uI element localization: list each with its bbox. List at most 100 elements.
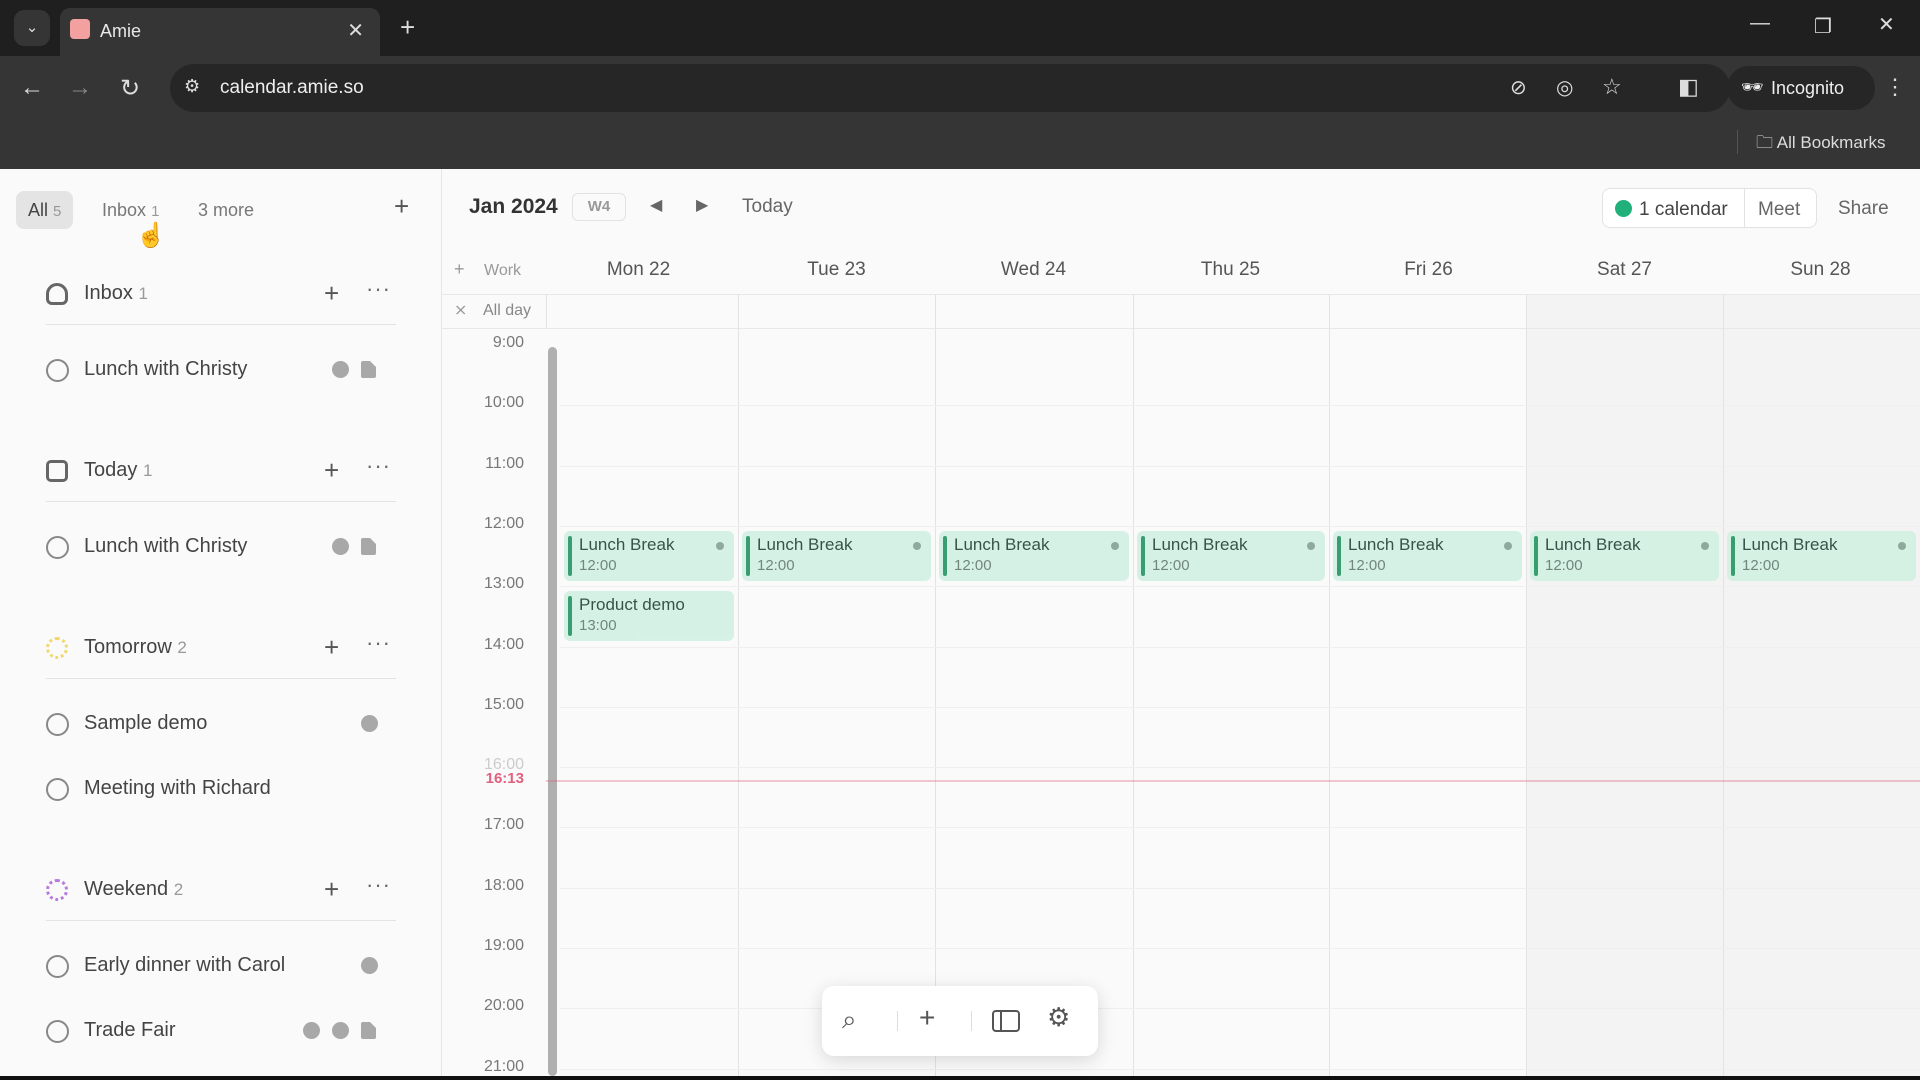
day-header[interactable]: Tue 23 <box>807 259 866 280</box>
filter-tab-inbox[interactable]: Inbox 1 <box>90 191 171 229</box>
section-count: 2 <box>177 638 187 657</box>
hour-line <box>560 948 1920 949</box>
all-bookmarks-button[interactable]: 🗀 All Bookmarks <box>1756 130 1885 159</box>
day-header[interactable]: Wed 24 <box>1000 259 1067 280</box>
more-options-icon[interactable]: ··· <box>366 276 391 301</box>
task-checkbox[interactable] <box>46 359 69 382</box>
calendar-event[interactable]: Lunch Break 12:00 <box>1137 531 1325 581</box>
task-item[interactable]: Trade Fair <box>46 1013 396 1049</box>
timeline-scrollbar[interactable] <box>548 347 557 1076</box>
section-title[interactable]: Inbox 1 <box>84 282 148 305</box>
task-checkbox[interactable] <box>46 713 69 736</box>
hour-label: 11:00 <box>485 455 524 472</box>
section-count: 2 <box>173 880 184 899</box>
task-item[interactable]: Early dinner with Carol <box>46 948 396 984</box>
hour-line <box>560 707 1920 708</box>
more-options-icon[interactable]: ··· <box>366 630 391 655</box>
more-options-icon[interactable]: ··· <box>366 453 391 478</box>
address-bar[interactable]: ⚙ calendar.amie.so ⊘ ◎ ☆ <box>170 64 1730 112</box>
side-panel-icon[interactable]: ◧ <box>1678 74 1699 99</box>
month-title: Jan 2024 <box>469 195 558 218</box>
calendar-event[interactable]: Lunch Break 12:00 <box>742 531 931 581</box>
add-task-icon[interactable]: + <box>324 632 340 662</box>
section-title[interactable]: Tomorrow 2 <box>84 636 187 659</box>
work-calendar-label[interactable]: Work <box>484 262 522 279</box>
toggle-sidebar-icon[interactable] <box>992 1010 1020 1032</box>
eye-off-icon[interactable]: ◎ <box>1556 77 1574 99</box>
more-options-icon[interactable]: ··· <box>366 872 391 897</box>
add-list-icon[interactable]: + <box>394 191 410 221</box>
event-time: 12:00 <box>1545 557 1583 574</box>
close-window-icon[interactable]: ✕ <box>1878 14 1895 36</box>
tab-title: Amie <box>100 21 142 41</box>
browser-menu-icon[interactable]: ⋮ <box>1884 74 1906 99</box>
hour-line <box>560 526 1920 527</box>
back-icon[interactable]: ← <box>20 74 44 101</box>
task-checkbox[interactable] <box>46 1020 69 1043</box>
hour-label: 21:00 <box>483 1058 524 1075</box>
calendar-event[interactable]: Product demo 13:00 <box>564 591 734 641</box>
day-header[interactable]: Sun 28 <box>1790 259 1851 280</box>
collapse-allday-icon[interactable]: ⨯ <box>454 302 468 319</box>
search-icon[interactable]: ⌕ <box>842 1004 857 1034</box>
clock-icon <box>332 538 349 555</box>
now-time-label: 16:13 <box>485 770 524 787</box>
today-button[interactable]: Today <box>742 196 793 217</box>
hour-label: 14:00 <box>483 636 524 653</box>
restore-icon[interactable]: ❐ <box>1814 16 1832 38</box>
task-item[interactable]: Lunch with Christy <box>46 352 396 388</box>
filter-count: 5 <box>53 203 62 220</box>
event-status-dot-icon <box>1504 542 1512 550</box>
bookmarks-divider <box>1737 130 1738 154</box>
share-button[interactable]: Share <box>1838 198 1889 219</box>
hour-line <box>560 586 1920 587</box>
meet-button[interactable]: Meet <box>1758 199 1801 220</box>
amie-favicon-icon <box>70 19 90 39</box>
task-item[interactable]: Lunch with Christy <box>46 529 396 565</box>
event-color-bar <box>1141 536 1145 576</box>
forward-icon[interactable]: → <box>68 74 92 101</box>
calendars-button[interactable]: 1 calendar <box>1639 199 1728 220</box>
hour-line <box>560 1008 1920 1009</box>
browser-tab-amie[interactable]: Amie ✕ <box>60 8 380 56</box>
site-settings-icon[interactable]: ⚙ <box>184 76 201 96</box>
calendar-event[interactable]: Lunch Break 12:00 <box>564 531 734 581</box>
day-header[interactable]: Sat 27 <box>1597 259 1652 280</box>
calendar-event[interactable]: Lunch Break 12:00 <box>1530 531 1719 581</box>
close-tab-icon[interactable]: ✕ <box>347 20 364 42</box>
add-work-icon[interactable]: + <box>454 259 465 279</box>
calendar-event[interactable]: Lunch Break 12:00 <box>939 531 1129 581</box>
calendar-event[interactable]: Lunch Break 12:00 <box>1333 531 1522 581</box>
calendar-today-icon <box>46 460 68 482</box>
task-item[interactable]: Meeting with Richard <box>46 771 396 807</box>
day-header[interactable]: Thu 25 <box>1200 259 1261 280</box>
tracking-off-icon[interactable]: ⊘ <box>1510 77 1527 99</box>
new-tab-icon[interactable]: + <box>400 12 416 42</box>
add-task-icon[interactable]: + <box>324 874 340 904</box>
day-header[interactable]: Fri 26 <box>1404 259 1453 280</box>
event-color-bar <box>943 536 947 576</box>
filter-tab-all[interactable]: All 5 <box>16 191 74 229</box>
minimize-icon[interactable]: — <box>1750 12 1770 34</box>
day-header[interactable]: Mon 22 <box>606 259 671 280</box>
task-checkbox[interactable] <box>46 955 69 978</box>
task-item[interactable]: Sample demo <box>46 706 396 742</box>
event-title: Product demo <box>579 595 685 614</box>
add-task-icon[interactable]: + <box>324 278 340 308</box>
reload-icon[interactable]: ↻ <box>120 75 141 102</box>
add-icon[interactable]: + <box>919 1002 936 1033</box>
section-title[interactable]: Today 1 <box>84 459 152 482</box>
settings-gear-icon[interactable]: ⚙ <box>1047 1002 1071 1032</box>
bookmark-star-icon[interactable]: ☆ <box>1602 74 1622 99</box>
calendar-event[interactable]: Lunch Break 12:00 <box>1727 531 1916 581</box>
add-task-icon[interactable]: + <box>324 455 340 485</box>
incognito-badge[interactable]: 🕶 Incognito <box>1727 66 1875 110</box>
task-checkbox[interactable] <box>46 778 69 801</box>
tab-search-chevron-icon[interactable]: ⌄ <box>14 10 50 46</box>
event-time: 12:00 <box>1152 557 1190 574</box>
task-checkbox[interactable] <box>46 536 69 559</box>
section-title[interactable]: Weekend 2 <box>84 878 183 901</box>
filter-tab-more[interactable]: 3 more <box>186 191 266 229</box>
next-week-icon[interactable]: ▶ <box>696 197 709 214</box>
prev-week-icon[interactable]: ◀ <box>650 197 663 214</box>
